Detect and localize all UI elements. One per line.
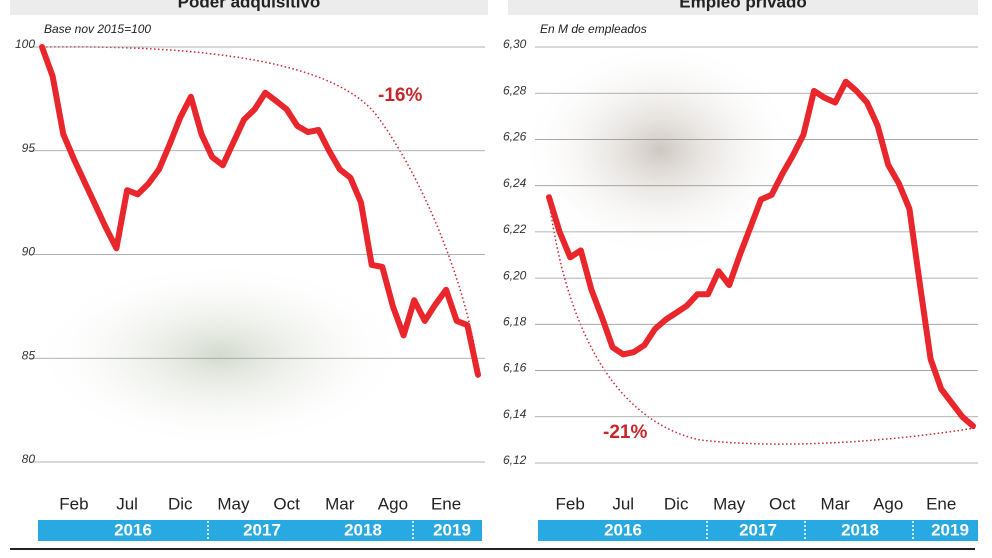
year-label: 2016 [604, 520, 642, 539]
y-tick-label: 100 [15, 37, 35, 51]
subtitle: En M de empleados [540, 22, 647, 36]
x-tick-label: Jul [612, 494, 634, 513]
y-tick-label: 6,30 [503, 37, 527, 51]
data-line [546, 78, 976, 429]
x-tick-label: Jul [116, 494, 138, 513]
photo-hands [520, 40, 800, 260]
x-tick-label: Ago [873, 494, 903, 513]
x-tick-label: Dic [168, 494, 193, 513]
x-tick-label: Feb [59, 494, 88, 513]
subtitle: Base nov 2015=100 [44, 22, 151, 36]
trend-curve [548, 199, 976, 445]
charts: Poder adquisitivo Base nov 2015=100 80 85 90… [15, 0, 978, 541]
x-tick-label: May [713, 494, 746, 513]
x-tick-label: Oct [273, 494, 300, 513]
x-tick-label: Ene [431, 494, 461, 513]
year-label: 2016 [114, 520, 152, 539]
y-tick-label: 6,16 [503, 361, 527, 375]
title-band [10, 0, 488, 15]
y-tick-label: 6,20 [503, 268, 527, 282]
y-tick-label: 6,12 [503, 453, 527, 467]
photo-banknotes [30, 260, 410, 450]
title-band [508, 0, 978, 15]
year-band [38, 520, 482, 541]
year-label: 2017 [739, 520, 777, 539]
x-tick-label: Ago [378, 494, 408, 513]
y-tick-label: 6,14 [503, 407, 527, 421]
y-tick-label: 95 [22, 141, 36, 155]
y-tick-label: 6,22 [503, 222, 527, 236]
y-tick-label: 6,18 [503, 315, 527, 329]
year-label: 2017 [243, 520, 281, 539]
x-tick-label: Oct [769, 494, 796, 513]
y-tick-label: 6,26 [503, 130, 527, 144]
trend-curve [41, 46, 479, 371]
x-tick-label: Mar [325, 494, 355, 513]
annotation: -21% [603, 422, 647, 443]
y-tick-label: 6,28 [503, 83, 527, 97]
data-line [39, 44, 481, 378]
year-label: 2018 [841, 520, 879, 539]
y-tick-label: 80 [22, 452, 36, 466]
annotation: -16% [378, 85, 422, 106]
x-tick-label: Feb [556, 494, 585, 513]
x-tick-label: Ene [926, 494, 956, 513]
year-band [538, 520, 978, 541]
y-tick-label: 6,24 [503, 176, 527, 190]
year-label: 2018 [344, 520, 382, 539]
y-tick-label: 85 [22, 348, 36, 362]
year-label: 2019 [931, 520, 969, 539]
chart-title: Empleo privado [679, 0, 807, 11]
x-tick-label: May [217, 494, 250, 513]
y-tick-label: 90 [22, 245, 36, 259]
year-label: 2019 [433, 520, 471, 539]
x-tick-label: Dic [664, 494, 689, 513]
chart-title: Poder adquisitivo [178, 0, 321, 11]
x-tick-label: Mar [821, 494, 851, 513]
